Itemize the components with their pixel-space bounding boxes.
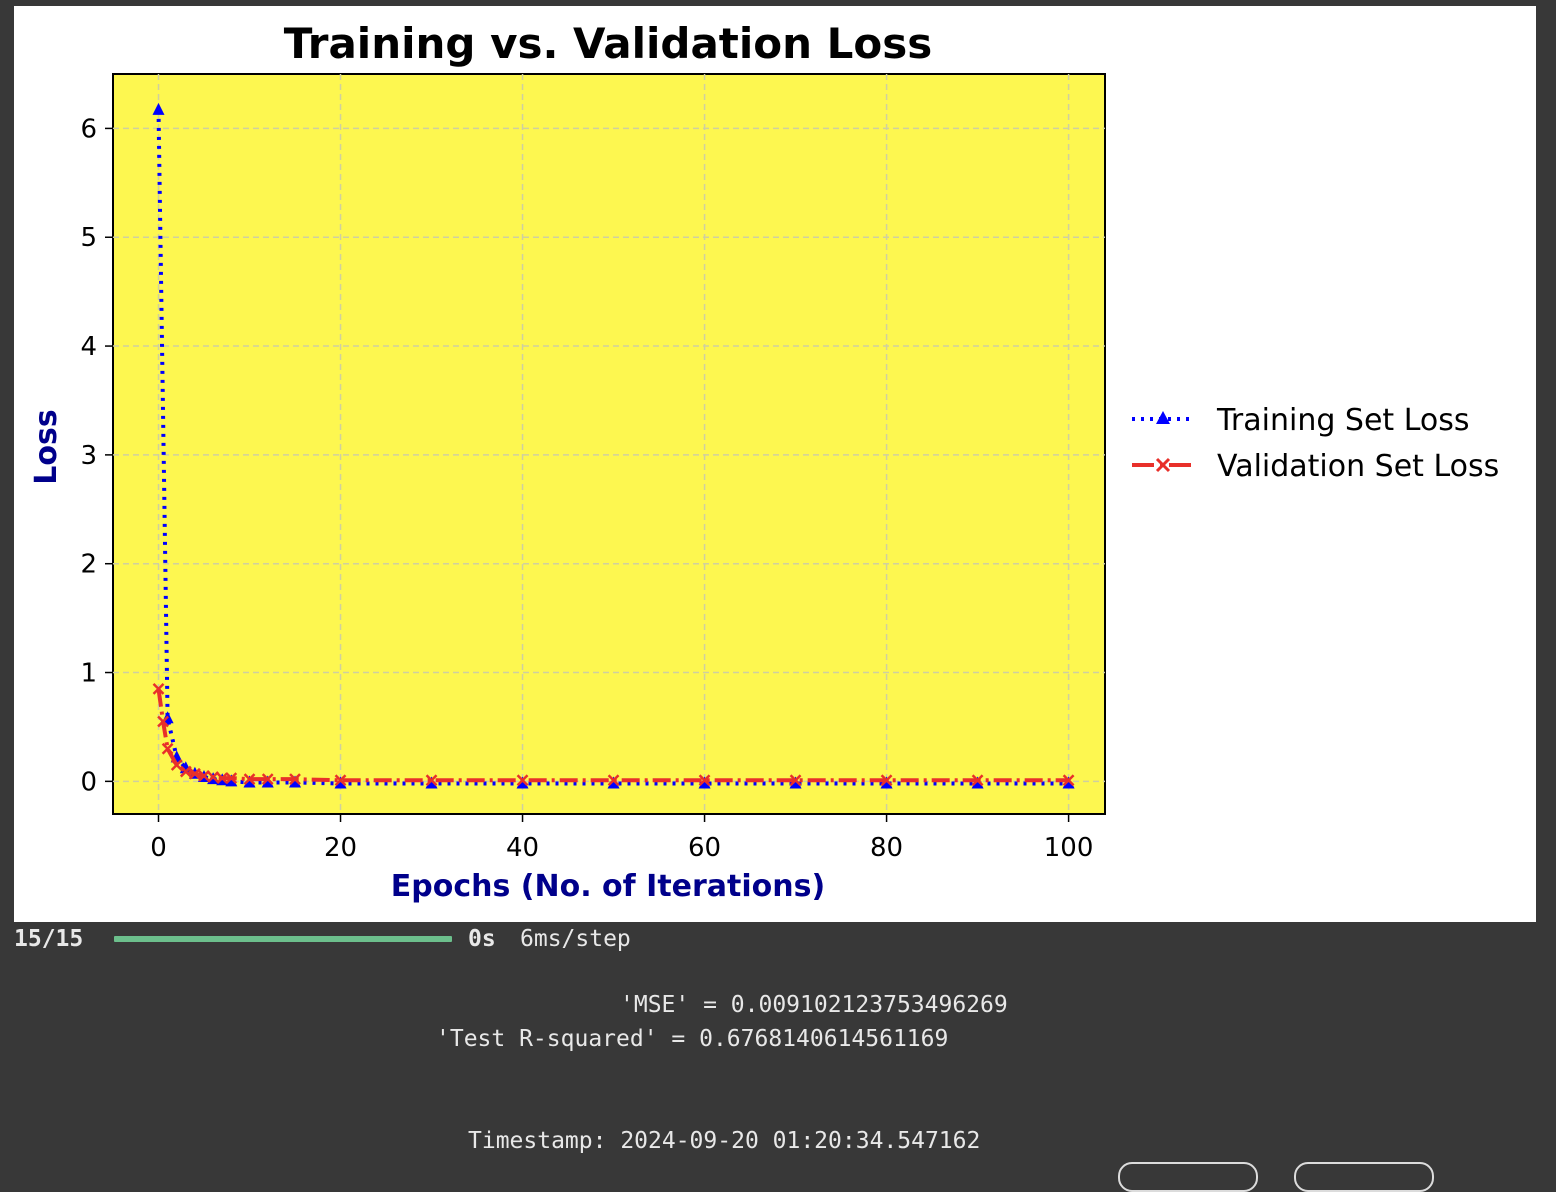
data-point [1062, 776, 1075, 789]
legend: Training Set Loss Validation Set Loss [1132, 403, 1499, 484]
x-tick-label: 60 [688, 833, 721, 863]
chart-title: Training vs. Validation Loss [284, 19, 933, 68]
data-point [334, 776, 347, 789]
data-point [607, 774, 620, 787]
progress-count: 15/15 [14, 926, 84, 952]
data-point [971, 776, 984, 789]
legend-entry-validation: Validation Set Loss [1132, 449, 1499, 484]
series-line [156, 688, 1069, 783]
y-tick-label: 6 [80, 114, 97, 144]
timestamp-output: Timestamp: 2024-09-20 01:20:34.547162 [468, 1128, 981, 1154]
axis-ticks: 0 20 40 60 80 100 0 1 2 3 4 5 6 [80, 114, 1093, 863]
data-point [243, 775, 256, 788]
legend-marker-training [1156, 411, 1170, 424]
legend-entry-training: Training Set Loss [1132, 403, 1470, 438]
x-tick-label: 0 [150, 833, 167, 863]
data-point [607, 776, 620, 789]
data-point [170, 759, 183, 771]
data-point [289, 773, 301, 786]
data-point [880, 774, 893, 787]
data-point [243, 773, 256, 786]
output-button-1[interactable] [1118, 1162, 1258, 1192]
output-button-2[interactable] [1294, 1162, 1434, 1192]
data-point [207, 771, 219, 783]
y-tick-label: 5 [80, 223, 97, 253]
data-point [161, 742, 174, 755]
data-point [425, 776, 438, 789]
r2-output: 'Test R-squared' = 0.6768140614561169 [436, 1026, 949, 1052]
data-point [198, 770, 210, 782]
series-validation [152, 682, 1075, 787]
x-axis-label: Epochs (No. of Iterations) [391, 869, 825, 904]
data-point [516, 774, 529, 787]
data-point [225, 774, 238, 787]
data-point [334, 774, 347, 787]
data-point [971, 774, 984, 787]
y-tick-label: 3 [80, 441, 97, 471]
progress-bar [114, 936, 452, 942]
loss-chart: Training vs. Validation Loss 0 20 40 60 80 10… [29, 19, 1499, 904]
legend-label-training: Training Set Loss [1216, 403, 1470, 438]
data-point [152, 682, 165, 695]
y-tick-label: 0 [80, 767, 97, 797]
x-tick-label: 40 [506, 833, 539, 863]
data-point [261, 773, 274, 786]
plot-area [112, 73, 1106, 815]
y-tick-label: 1 [80, 659, 97, 689]
data-point [880, 776, 893, 789]
chart-panel: Training vs. Validation Loss 0 20 40 60 80 10… [14, 6, 1536, 922]
progress-line: 15/15 0s 6ms/step [14, 924, 914, 956]
x-tick-label: 100 [1044, 833, 1094, 863]
data-point [789, 774, 802, 787]
data-point [157, 715, 169, 728]
data-point [152, 102, 165, 115]
legend-label-validation: Validation Set Loss [1217, 449, 1499, 484]
data-point [179, 765, 192, 778]
data-point [216, 772, 229, 784]
x-tick-label: 80 [870, 833, 903, 863]
legend-marker-validation [1155, 457, 1171, 473]
data-point [261, 775, 274, 788]
data-point [425, 774, 438, 787]
mse-output: 'MSE' = 0.009102123753496269 [620, 992, 1008, 1018]
y-tick-label: 4 [80, 332, 97, 362]
data-point [698, 774, 711, 787]
y-axis-label: Loss [29, 409, 64, 484]
progress-time: 0s [468, 926, 496, 952]
data-point [225, 772, 238, 784]
data-point [289, 775, 302, 788]
data-point [1062, 774, 1075, 787]
data-point [789, 776, 802, 789]
data-point [698, 776, 711, 789]
y-tick-label: 2 [80, 550, 97, 580]
data-point [516, 776, 529, 789]
data-point [189, 767, 201, 780]
x-tick-label: 20 [324, 833, 357, 863]
progress-rate: 6ms/step [520, 926, 631, 952]
series-layer [152, 102, 1075, 789]
